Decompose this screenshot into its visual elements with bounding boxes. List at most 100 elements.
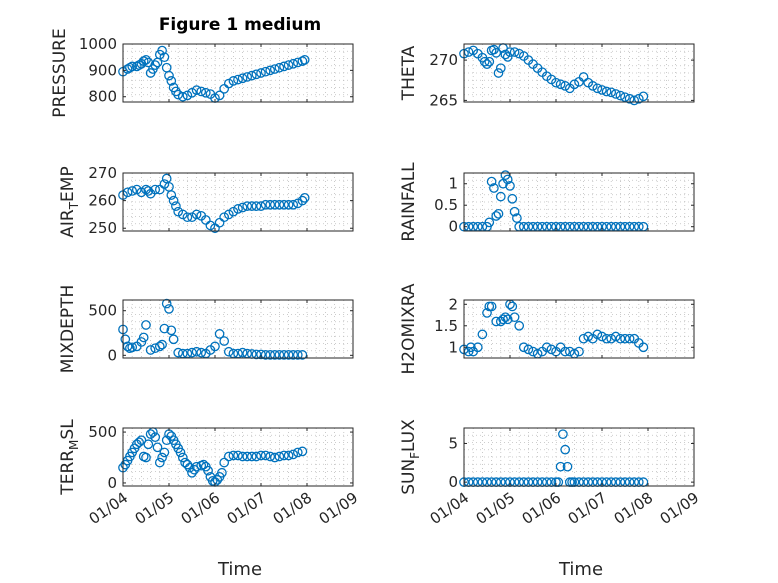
chart-1-data-point — [551, 77, 561, 88]
chart-4-data-point — [283, 350, 294, 360]
axes-mixdepth: 0 500 MIXDEPTH — [58, 285, 354, 373]
chart-4-data-point — [173, 347, 184, 358]
chart-4-data-point — [191, 346, 202, 357]
chart-6-data-point — [134, 437, 144, 448]
chart-5-data-point — [507, 301, 518, 312]
chart-5-y-tick-label: 1 — [448, 338, 458, 356]
chart-2-data-point — [299, 193, 310, 203]
chart-6-data-point — [292, 447, 303, 458]
chart-1-data-point — [500, 49, 511, 60]
chart-5-data-point — [491, 316, 502, 327]
chart-3-data-point — [507, 193, 518, 204]
chart-0-data-point — [191, 85, 202, 95]
chart-6-data-point — [159, 447, 170, 458]
chart-0-plot-area — [123, 44, 353, 102]
chart-1-data-point — [624, 93, 635, 104]
chart-4-data-point — [168, 334, 179, 345]
chart-6-data-point — [260, 450, 271, 461]
chart-0-data-point — [171, 86, 181, 97]
chart-1-data-point — [509, 47, 520, 57]
chart-3-data-point — [493, 208, 504, 219]
chart-4-data-point — [237, 347, 248, 358]
chart-3-y-tick-label: 0.5 — [434, 196, 458, 214]
chart-1-data-point — [601, 86, 612, 97]
chart-0-data-point — [246, 70, 257, 81]
chart-6-x-tick-label: 01/09 — [316, 489, 362, 529]
axes-terr-msl: 01/04 01/05 01/06 01/07 01/08 01/09 0 500 TERRMS… — [58, 419, 361, 580]
chart-4-data-point — [210, 341, 220, 352]
chart-3-data-point — [505, 181, 515, 191]
chart-5-data-point — [592, 329, 603, 340]
chart-3-data-point — [484, 217, 495, 228]
chart-2-data-point — [283, 199, 294, 210]
chart-2-data-point — [242, 201, 253, 211]
chart-4-data-point — [159, 323, 170, 334]
chart-5-data-point — [482, 308, 492, 318]
chart-1-data-point — [606, 87, 617, 98]
chart-5-y-tick-label: 2 — [448, 295, 458, 313]
chart-6-data-point — [154, 457, 165, 468]
chart-4-data-point — [251, 349, 262, 360]
chart-5-plot-area — [464, 300, 694, 358]
chart-1-y-axis-label: THETA — [399, 45, 419, 101]
axes-pressure: 800 900 1000 PRESSURE — [50, 28, 354, 118]
chart-0-data-point — [127, 61, 138, 72]
chart-4-data-point — [297, 350, 308, 360]
chart-3-y-axis-label: RAINFALL — [399, 162, 419, 242]
chart-2-data-point — [150, 184, 161, 195]
chart-5-data-point — [528, 346, 538, 357]
chart-4-data-point — [154, 341, 165, 352]
axes-theta: 265 270 THETA — [399, 43, 695, 109]
chart-4-data-point — [279, 350, 289, 360]
chart-5-data-point — [597, 331, 607, 342]
chart-2-data-point — [274, 199, 285, 210]
chart-1-data-point — [592, 83, 603, 94]
chart-3-data-point — [512, 213, 522, 223]
chart-1-data-point — [479, 56, 490, 67]
chart-4-data-point — [288, 350, 299, 360]
chart-1-data-point — [610, 89, 621, 99]
chart-2-data-point — [182, 212, 193, 223]
chart-6-data-point — [265, 451, 276, 462]
chart-0-data-point — [274, 62, 285, 73]
chart-0-y-axis-label: PRESSURE — [50, 28, 70, 117]
chart-0-data-point — [283, 60, 294, 70]
chart-5-data-point — [541, 342, 552, 353]
chart-6-x-axis-label: Time — [217, 559, 262, 580]
chart-0-data-point — [182, 90, 193, 101]
chart-7-x-tick-label: 01/05 — [473, 489, 519, 529]
chart-0-data-point — [288, 58, 299, 69]
chart-0-data-point — [299, 54, 310, 65]
chart-0-data-point — [269, 64, 280, 74]
chart-2-data-point — [168, 195, 179, 206]
chart-4-data-point — [138, 332, 149, 343]
chart-7-x-tick-label: 01/04 — [427, 489, 473, 529]
chart-6-data-point — [191, 461, 202, 472]
chart-6-y-tick-label: 500 — [88, 423, 117, 441]
chart-4-data-point — [120, 334, 131, 345]
chart-1-data-point — [495, 63, 506, 74]
chart-6-y-axis-label: TERRMSL — [58, 419, 81, 496]
chart-4-data-point — [145, 345, 156, 355]
chart-7-y-tick-label: 5 — [448, 434, 458, 452]
chart-5-axes-box — [463, 299, 695, 359]
chart-2-y-tick-label: 270 — [88, 164, 117, 182]
chart-7-data-point — [558, 429, 568, 440]
chart-3-data-point — [486, 176, 497, 187]
chart-6-x-tick-label: 01/04 — [86, 489, 132, 529]
chart-2-data-point — [237, 202, 248, 213]
chart-3-data-point — [509, 206, 520, 217]
chart-2-data-point — [143, 186, 154, 196]
chart-7-data-point — [562, 461, 573, 472]
chart-2-data-point — [166, 190, 177, 200]
chart-0-data-point — [159, 52, 170, 63]
chart-5-data-point — [486, 301, 497, 312]
chart-5-data-point — [610, 331, 621, 342]
chart-6-data-point — [203, 465, 213, 476]
chart-7-data-point — [560, 444, 571, 455]
chart-0-data-point — [150, 60, 161, 70]
chart-0-data-point — [233, 74, 243, 85]
chart-6-x-tick-label: 01/08 — [270, 489, 316, 529]
chart-0-data-point — [265, 65, 276, 76]
